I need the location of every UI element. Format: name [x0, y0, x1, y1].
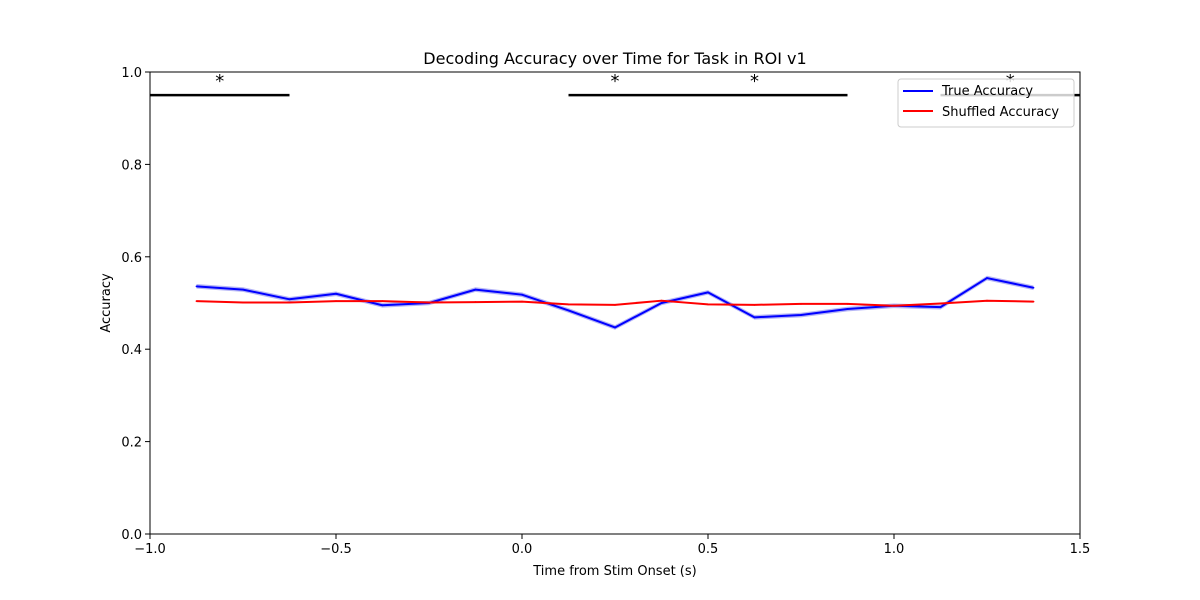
y-tick-label: 0.8 [121, 158, 142, 173]
legend: True Accuracy Shuffled Accuracy [897, 78, 1075, 128]
confidence-band-layer [196, 275, 1034, 330]
confidence-band-true-accuracy [196, 275, 1034, 330]
data-point-true-accuracy [195, 285, 198, 288]
y-tick-label: 0.4 [121, 343, 142, 358]
x-tick-label: −0.5 [320, 542, 352, 557]
data-point-true-accuracy [567, 309, 570, 312]
y-axis-label: Accuracy [99, 273, 114, 333]
data-point-shuffled-accuracy [335, 300, 337, 303]
data-point-true-accuracy [800, 314, 802, 316]
x-tick-label: 1.0 [884, 542, 905, 557]
data-point-shuffled-accuracy [846, 303, 849, 305]
data-point-true-accuracy [474, 288, 477, 291]
x-tick-label: 0.5 [698, 542, 719, 557]
significance-star: * [611, 71, 620, 92]
x-tick-label: 0.0 [512, 542, 533, 557]
significance-star: * [750, 71, 759, 92]
data-point-shuffled-accuracy [242, 301, 244, 304]
data-point-true-accuracy [753, 316, 756, 319]
data-point-shuffled-accuracy [660, 299, 663, 302]
data-point-true-accuracy [288, 298, 291, 301]
data-point-true-accuracy [242, 288, 244, 291]
data-point-shuffled-accuracy [567, 303, 570, 306]
legend-frame [897, 78, 1075, 128]
plot-area-frame [149, 71, 1081, 535]
data-point-shuffled-accuracy [939, 302, 942, 305]
data-point-shuffled-accuracy [521, 300, 523, 303]
series-line-layer [195, 277, 1035, 329]
data-point-shuffled-accuracy [707, 303, 709, 306]
data-point-true-accuracy [660, 302, 663, 304]
x-tick-label: −1.0 [134, 542, 166, 557]
data-point-true-accuracy [707, 291, 709, 294]
data-point-shuffled-accuracy [614, 303, 616, 306]
legend-label-true-accuracy: True Accuracy [941, 84, 1033, 99]
data-point-true-accuracy [1032, 286, 1035, 289]
data-point-shuffled-accuracy [474, 301, 477, 303]
chart-title: Decoding Accuracy over Time for Task in … [423, 49, 806, 68]
data-point-true-accuracy [846, 308, 849, 310]
data-point-true-accuracy [939, 306, 942, 309]
data-point-true-accuracy [986, 277, 988, 279]
data-point-shuffled-accuracy [288, 301, 291, 304]
data-point-shuffled-accuracy [381, 300, 384, 303]
data-point-shuffled-accuracy [893, 304, 895, 307]
x-axis-label: Time from Stim Onset (s) [532, 564, 696, 579]
data-point-shuffled-accuracy [800, 303, 802, 305]
legend-label-shuffled-accuracy: Shuffled Accuracy [942, 105, 1059, 120]
significance-star: * [215, 71, 224, 92]
y-tick-label: 0.2 [121, 436, 142, 451]
data-point-true-accuracy [614, 326, 616, 329]
data-point-shuffled-accuracy [1032, 300, 1035, 303]
data-point-true-accuracy [335, 292, 337, 295]
data-point-shuffled-accuracy [195, 300, 198, 303]
data-point-shuffled-accuracy [428, 301, 430, 304]
y-tick-label: 0.0 [121, 528, 142, 543]
data-point-shuffled-accuracy [986, 299, 988, 302]
x-tick-label: 1.5 [1070, 542, 1091, 557]
data-point-true-accuracy [381, 304, 384, 307]
y-tick-label: 0.6 [121, 251, 142, 266]
y-axis-ticks: 0.0 0.2 0.4 0.6 0.8 1.0 [121, 66, 150, 543]
x-axis-ticks: −1.0 −0.5 0.0 0.5 1.0 1.5 [134, 534, 1090, 557]
y-tick-label: 1.0 [121, 66, 142, 81]
data-point-shuffled-accuracy [753, 303, 756, 306]
data-point-true-accuracy [521, 293, 523, 296]
